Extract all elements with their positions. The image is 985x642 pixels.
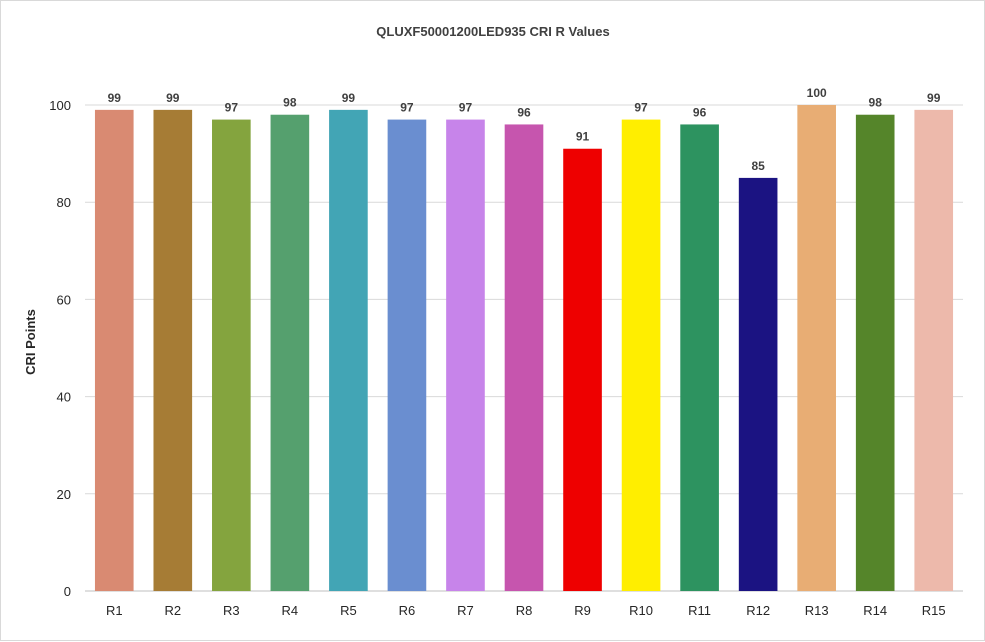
category-label-r5: R5 <box>340 603 357 618</box>
category-label-r13: R13 <box>805 603 829 618</box>
data-label-r15: 99 <box>927 91 941 105</box>
bar-r2 <box>153 109 193 592</box>
y-tick-label: 60 <box>57 292 71 307</box>
category-label-r15: R15 <box>922 603 946 618</box>
data-label-r2: 99 <box>166 91 180 105</box>
category-label-r7: R7 <box>457 603 474 618</box>
category-label-r9: R9 <box>574 603 591 618</box>
data-label-r10: 97 <box>634 101 648 115</box>
category-label-r4: R4 <box>282 603 299 618</box>
y-tick-label: 100 <box>49 98 71 113</box>
category-label-r3: R3 <box>223 603 240 618</box>
category-label-r11: R11 <box>688 603 711 618</box>
data-label-r3: 97 <box>225 101 239 115</box>
data-label-r13: 100 <box>807 86 827 100</box>
data-label-r8: 96 <box>517 105 531 119</box>
data-label-r6: 97 <box>400 101 414 115</box>
bar-r8 <box>504 124 544 591</box>
category-label-r10: R10 <box>629 603 653 618</box>
bar-r14 <box>855 114 895 591</box>
bar-r10 <box>621 119 661 591</box>
category-label-r6: R6 <box>399 603 416 618</box>
y-tick-label: 20 <box>57 487 71 502</box>
category-label-r12: R12 <box>746 603 770 618</box>
data-label-r1: 99 <box>108 91 122 105</box>
data-labels: 99 99 97 98 99 97 97 96 91 97 96 85 100 98 99 <box>108 86 941 173</box>
chart-title: QLUXF50001200LED935 CRI R Values <box>376 24 609 39</box>
data-label-r5: 99 <box>342 91 356 105</box>
bars <box>94 105 954 592</box>
y-tick-label: 0 <box>64 584 71 599</box>
category-label-r1: R1 <box>106 603 123 618</box>
data-label-r11: 96 <box>693 105 707 119</box>
data-label-r4: 98 <box>283 96 297 110</box>
y-tick-label: 80 <box>57 195 71 210</box>
y-tick-label: 40 <box>57 390 71 405</box>
data-label-r7: 97 <box>459 101 473 115</box>
data-label-r14: 98 <box>869 96 883 110</box>
bar-r3 <box>212 119 251 591</box>
bar-r15 <box>914 109 954 592</box>
y-axis-ticks: 0 20 40 60 80 100 <box>49 98 71 599</box>
data-label-r12: 85 <box>751 159 765 173</box>
bar-r6 <box>387 119 427 591</box>
category-label-r8: R8 <box>516 603 533 618</box>
data-label-r9: 91 <box>576 130 590 144</box>
category-label-r14: R14 <box>863 603 887 618</box>
bar-r5 <box>329 109 368 592</box>
bar-r12 <box>738 177 778 591</box>
y-axis-label: CRI Points <box>23 309 38 375</box>
bar-r7 <box>446 119 485 591</box>
bar-r9 <box>563 148 602 592</box>
bar-r4 <box>270 114 310 591</box>
bar-r1 <box>94 109 134 592</box>
category-label-r2: R2 <box>164 603 181 618</box>
x-axis-categories: R1 R2 R3 R4 R5 R6 R7 R8 R9 R10 R11 R12 R13 R14 R15 <box>106 603 946 618</box>
bar-r13 <box>797 105 836 591</box>
bar-r11 <box>680 124 719 591</box>
